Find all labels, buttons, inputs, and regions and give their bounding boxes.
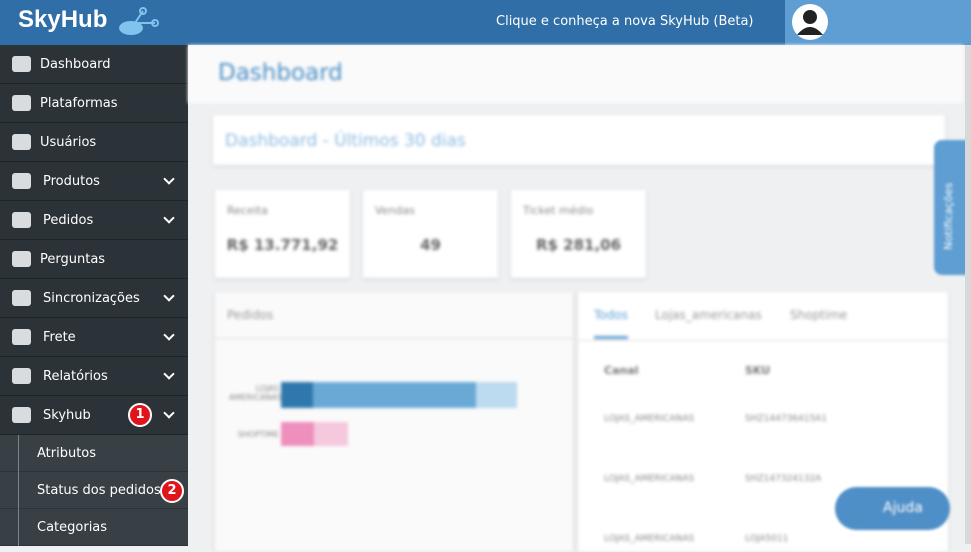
stat-card: Ticket médio R$ 281,06 <box>511 190 646 278</box>
stat-value: 49 <box>420 236 441 254</box>
table-header: Canal <box>604 364 639 377</box>
submenu-item[interactable]: Status dos pedidos <box>0 472 188 509</box>
title-bar <box>188 45 963 103</box>
stat-value: R$ 281,06 <box>535 236 622 254</box>
menu-item[interactable]: Frete <box>0 318 188 357</box>
stat-card: Receita R$ 13.771,92 <box>215 190 350 278</box>
avatar-icon <box>797 10 823 35</box>
submenu-label[interactable]: Atributos <box>37 446 97 461</box>
menu-icon <box>12 212 31 228</box>
menu-icon <box>12 95 31 111</box>
menu-label[interactable]: Skyhub <box>43 408 91 423</box>
menu-item[interactable]: Usuários <box>0 123 188 162</box>
stat-value: R$ 13.771,92 <box>226 236 339 254</box>
tree-line <box>18 509 19 546</box>
menu-icon <box>12 290 31 306</box>
menu-label[interactable]: Produtos <box>43 174 100 189</box>
side-tab[interactable]: Notificações <box>934 140 971 275</box>
menu-item[interactable]: Perguntas <box>0 240 188 279</box>
tree-line <box>18 472 19 509</box>
divider <box>215 338 573 339</box>
table-cell: LOJAS_AMERICANAS <box>604 474 695 484</box>
bar <box>281 382 476 408</box>
logo-icon <box>119 7 159 35</box>
bar <box>281 382 313 408</box>
menu-item[interactable]: Relatórios <box>0 357 188 396</box>
menu-icon <box>12 56 31 72</box>
menu-icon <box>12 173 31 189</box>
tab[interactable]: Lojas_americanas <box>655 308 762 322</box>
page-title: Dashboard <box>218 60 343 86</box>
table-header: SKU <box>745 364 771 377</box>
menu-icon <box>12 134 31 150</box>
chevron <box>163 173 175 185</box>
bar <box>281 422 314 446</box>
chevron <box>163 329 175 341</box>
stat-card: Vendas 49 <box>363 190 498 278</box>
menu-label[interactable]: Dashboard <box>40 57 111 72</box>
menu-label[interactable]: Pedidos <box>43 213 94 228</box>
panel: Dashboard - Últimos 30 dias <box>213 115 945 165</box>
menu-label[interactable]: Plataformas <box>40 96 118 111</box>
tab[interactable]: Todos <box>594 308 628 339</box>
chart-panel: Pedidos LOJAS AMERICANAS SHOPTIME <box>215 292 573 552</box>
menu-icon <box>12 407 31 423</box>
menu-icon <box>12 368 31 384</box>
menu-label[interactable]: Frete <box>43 330 76 345</box>
menu-item[interactable]: Plataformas <box>0 84 188 123</box>
logo[interactable]: SkyHub <box>18 6 108 33</box>
table-cell: LOJAS_AMERICANAS <box>604 414 695 424</box>
annotation-badge: 1 <box>128 403 152 427</box>
chevron <box>163 368 175 380</box>
table-cell: LOJA5011 <box>745 534 789 544</box>
chart-title: Pedidos <box>227 308 274 322</box>
submenu-label[interactable]: Categorias <box>37 520 108 535</box>
menu-label[interactable]: Sincronizações <box>43 291 140 306</box>
table-cell: LOJAS_AMERICANAS <box>604 534 695 544</box>
submenu-label[interactable]: Status dos pedidos <box>37 483 161 498</box>
scrollbar[interactable] <box>965 45 971 544</box>
divider <box>578 340 948 341</box>
tree-line <box>18 435 19 472</box>
banner-link[interactable]: Clique e conheça a nova SkyHub (Beta) <box>496 14 754 29</box>
side-tab-label[interactable]: Notificações <box>942 182 955 250</box>
table-cell: SHZ147324132A <box>745 474 822 484</box>
stat-label: Receita <box>227 204 268 217</box>
stat-label: Vendas <box>375 204 415 217</box>
submenu-item[interactable]: Categorias <box>0 509 188 546</box>
chart-label: LOJAS AMERICANAS <box>229 384 282 402</box>
tab[interactable]: Shoptime <box>790 308 848 322</box>
avatar[interactable] <box>792 4 828 40</box>
menu-item[interactable]: Pedidos <box>0 201 188 240</box>
help-button[interactable]: Ajuda <box>835 487 950 530</box>
main: Dashboard Dashboard - Últimos 30 dias Re… <box>188 45 971 552</box>
table-cell: SHZ144736415A1 <box>745 414 828 424</box>
menu-item[interactable]: Skyhub <box>0 396 188 435</box>
chart-label: SHOPTIME <box>237 430 279 439</box>
menu-icon <box>12 329 31 345</box>
menu-label[interactable]: Perguntas <box>40 252 106 267</box>
submenu-item[interactable]: Atributos <box>0 435 188 472</box>
stat-label: Ticket médio <box>523 204 594 217</box>
chevron <box>163 290 175 302</box>
menu-icon <box>12 251 31 267</box>
panel-title: Dashboard - Últimos 30 dias <box>225 131 466 151</box>
sidebar: Dashboard Plataformas Usuários Produtos Pedi… <box>0 45 188 546</box>
annotation-badge: 2 <box>160 479 184 503</box>
menu-item[interactable]: Produtos <box>0 162 188 201</box>
menu-item[interactable]: Sincronizações <box>0 279 188 318</box>
help-label[interactable]: Ajuda <box>883 500 923 516</box>
chevron <box>163 212 175 224</box>
menu-label[interactable]: Usuários <box>40 135 97 150</box>
chevron <box>163 407 175 419</box>
menu-item[interactable]: Dashboard <box>0 45 188 84</box>
menu-label[interactable]: Relatórios <box>43 369 108 384</box>
